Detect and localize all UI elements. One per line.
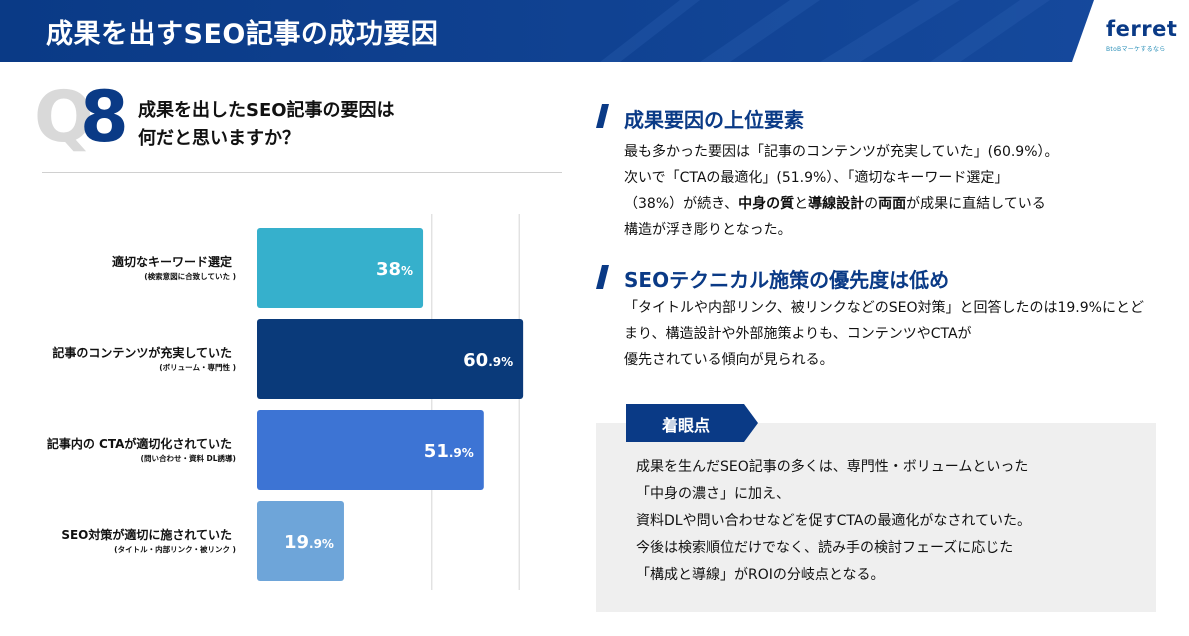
section1-line-4: 構造が浮き彫りとなった。: [624, 222, 792, 238]
section1-line-1: 最も多かった要因は「記事のコンテンツが充実していた」(60.9%）。: [624, 144, 1059, 160]
logo-tagline: BtoBマーケするなら: [1106, 46, 1166, 53]
section1-text: の: [864, 196, 879, 212]
focus-body: 成果を生んだSEO記事の多くは、専門性・ボリュームといった 「中身の濃さ」に加え…: [636, 454, 1031, 589]
category-sublabel-3: (問い合わせ・資料 DL誘導): [140, 454, 236, 463]
focus-line-1: 成果を生んだSEO記事の多くは、専門性・ボリュームといった: [636, 459, 1029, 475]
section2-title: SEOテクニカル施策の優先度は低め: [624, 268, 950, 292]
bar-chart: 38% 60.9% 51.9% 19.9%: [257, 214, 524, 590]
section1-body: 最も多かった要因は「記事のコンテンツが充実していた」(60.9%）。 次いで「C…: [624, 139, 1059, 243]
section1-title: 成果要因の上位要素: [624, 108, 804, 132]
section2-line-2: まり、構造設計や外部施策よりも、コンテンツやCTAが: [624, 326, 972, 342]
question-text: 成果を出したSEO記事の要因は 何だと思いますか？: [138, 97, 395, 153]
section1-line-3: （38%）が続き、中身の質と導線設計の両面が成果に直結している: [624, 191, 1059, 217]
ferret-logo: ferret: [1106, 17, 1178, 41]
focus-tag-label: 着眼点: [661, 416, 710, 435]
question-letter: Q: [34, 76, 94, 158]
question-number: 8: [80, 76, 129, 158]
focus-line-2: 「中身の濃さ」に加え、: [636, 486, 790, 502]
section2-body: 「タイトルや内部リンク、被リンクなどのSEO対策」と回答したのは19.9%にとど…: [624, 295, 1144, 373]
section2-line-1: 「タイトルや内部リンク、被リンクなどのSEO対策」と回答したのは19.9%にとど: [624, 300, 1144, 316]
page-title: 成果を出すSEO記事の成功要因: [46, 19, 439, 50]
category-sublabel-1: (検索意図に合致していた ): [144, 272, 236, 281]
bar-1: [257, 228, 424, 308]
bar-value-label-4: 19.9%: [284, 532, 334, 553]
bar-value-label-3: 51.9%: [424, 441, 474, 462]
category-label-1: 適切なキーワード選定: [111, 255, 232, 269]
section-marker-icon: [596, 104, 609, 128]
bar-3: [257, 410, 484, 490]
section1-line-2: 次いで「CTAの最適化」(51.9%）、「適切なキーワード選定」: [624, 170, 1009, 186]
question-line-1: 成果を出したSEO記事の要因は: [138, 100, 395, 121]
category-label-2: 記事のコンテンツが充実していた: [52, 346, 232, 360]
section-marker-icon: [596, 265, 609, 289]
bar-value-label-1: 38%: [376, 259, 413, 280]
logo-backdrop: [1072, 0, 1189, 62]
question-divider: [42, 172, 562, 173]
section1-emphasis: 両面: [878, 196, 907, 212]
section1-emphasis: 中身の質: [738, 196, 795, 212]
focus-tag: [626, 404, 758, 442]
header-stripes: [0, 0, 1189, 62]
section1-text: と: [794, 196, 809, 212]
bar-2: [257, 319, 524, 399]
category-label-3: 記事内の CTAが適切化されていた: [46, 437, 232, 451]
category-label-4: SEO対策が適切に施されていた: [61, 528, 232, 542]
section1-text: が成果に直結している: [906, 196, 1046, 212]
focus-line-4: 今後は検索順位だけでなく、読み手の検討フェーズに応じた: [636, 540, 1014, 556]
bar-4: [257, 501, 344, 581]
bar-value-label-2: 60.9%: [463, 350, 513, 371]
focus-box: [596, 423, 1156, 612]
question-line-2: 何だと思いますか？: [138, 128, 300, 149]
section1-text: （38%）が続き、: [624, 196, 739, 212]
section2-line-3: 優先されている傾向が見られる。: [624, 352, 834, 368]
header-banner: 成果を出すSEO記事の成功要因: [0, 0, 1189, 62]
focus-line-3: 資料DLや問い合わせなどを促すCTAの最適化がなされていた。: [636, 513, 1031, 529]
section1-emphasis: 導線設計: [808, 196, 865, 212]
category-sublabel-4: (タイトル・内部リンク・被リンク ): [114, 545, 236, 554]
category-sublabel-2: (ボリューム・専門性 ): [159, 363, 236, 372]
focus-line-5: 「構成と導線」がROIの分岐点となる。: [636, 567, 885, 583]
